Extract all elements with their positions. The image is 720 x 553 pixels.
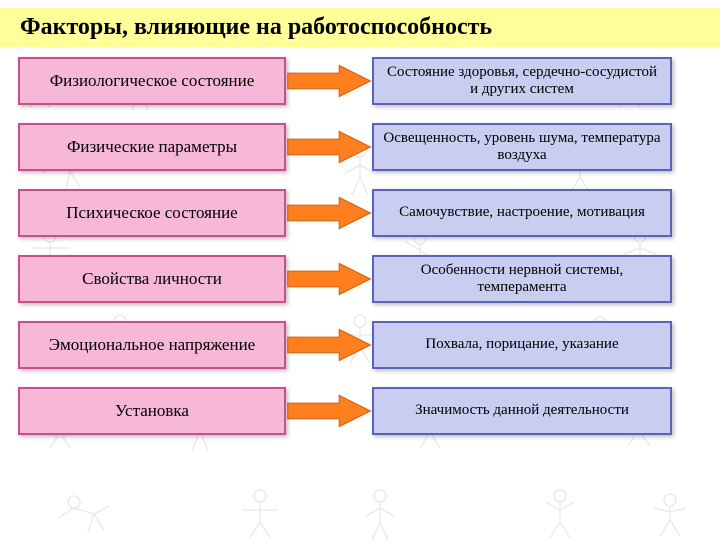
- factor-row: Свойства личности Особенности нервной сис…: [18, 255, 702, 303]
- factor-row: Психическое состояние Самочувствие, настр…: [18, 189, 702, 237]
- factor-row: Физические параметры Освещенность, уровен…: [18, 123, 702, 171]
- factor-desc-box: Состояние здоровья, сердечно-сосудистой …: [372, 57, 672, 105]
- factor-label-box: Свойства личности: [18, 255, 286, 303]
- arrow-icon: [286, 327, 372, 363]
- factor-desc-box: Значимость данной деятельности: [372, 387, 672, 435]
- factor-row: Эмоциональное напряжение Похвала, порицан…: [18, 321, 702, 369]
- factor-label-box: Физические параметры: [18, 123, 286, 171]
- factor-label-box: Физиологическое состояние: [18, 57, 286, 105]
- factor-row: Физиологическое состояние Состояние здоро…: [18, 57, 702, 105]
- arrow-icon: [286, 129, 372, 165]
- factor-label-box: Установка: [18, 387, 286, 435]
- factor-desc-box: Похвала, порицание, указание: [372, 321, 672, 369]
- slide-title: Факторы, влияющие на работоспособность: [0, 8, 720, 47]
- arrow-icon: [286, 393, 372, 429]
- factor-row: Установка Значимость данной деятельности: [18, 387, 702, 435]
- factor-label-box: Эмоциональное напряжение: [18, 321, 286, 369]
- diagram-content: Физиологическое состояние Состояние здоро…: [0, 57, 720, 435]
- factor-desc-box: Самочувствие, настроение, мотивация: [372, 189, 672, 237]
- arrow-icon: [286, 63, 372, 99]
- slide-title-text: Факторы, влияющие на работоспособность: [20, 14, 492, 40]
- arrow-icon: [286, 195, 372, 231]
- arrow-icon: [286, 261, 372, 297]
- factor-desc-box: Особенности нервной системы, темперамент…: [372, 255, 672, 303]
- factor-desc-box: Освещенность, уровень шума, температура …: [372, 123, 672, 171]
- factor-label-box: Психическое состояние: [18, 189, 286, 237]
